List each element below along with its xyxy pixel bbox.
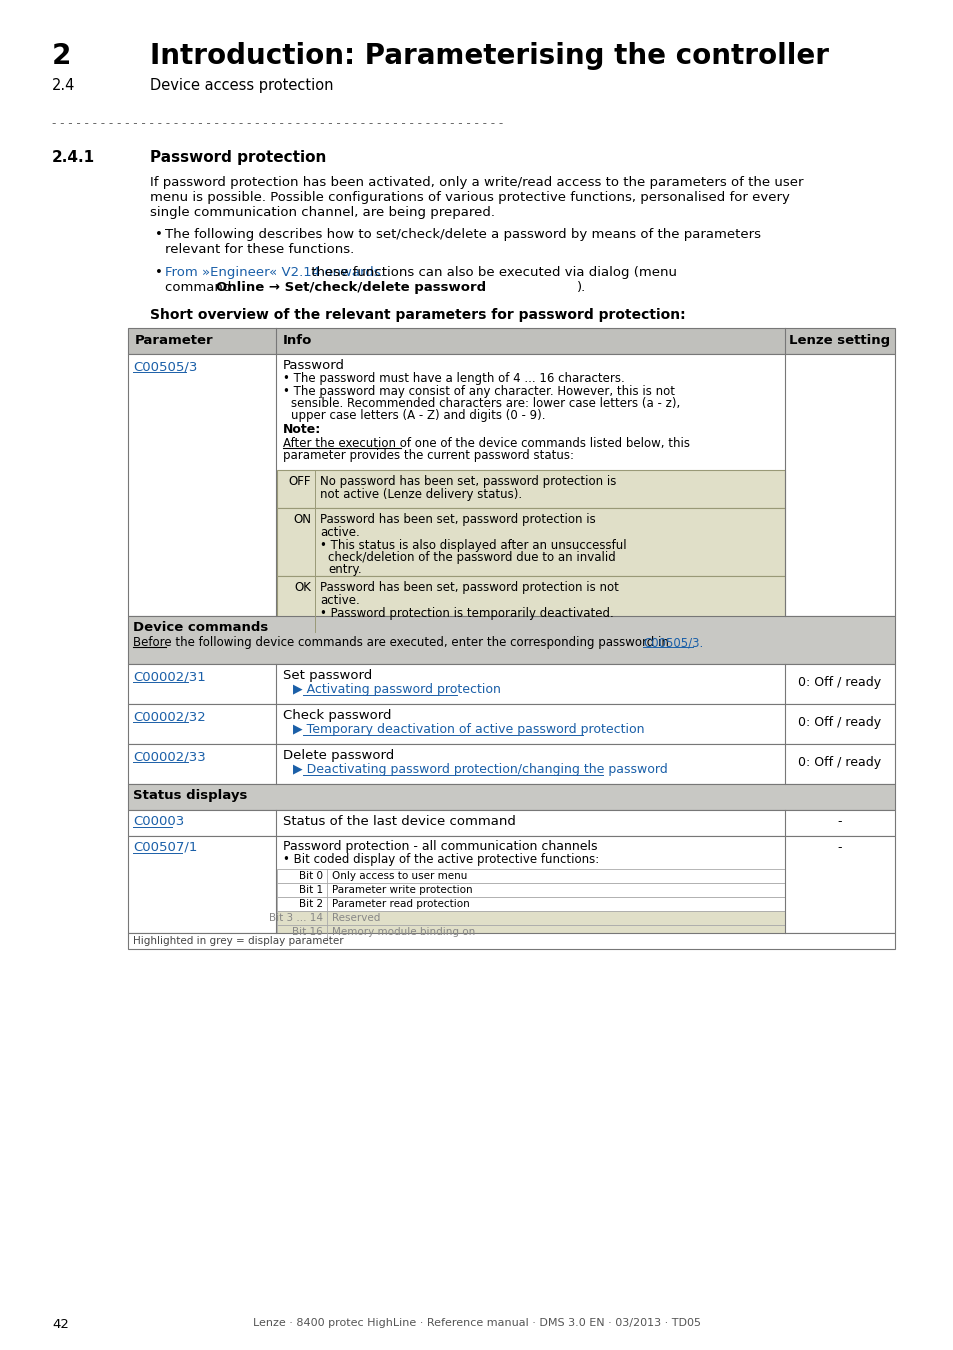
Text: • The password may consist of any character. However, this is not: • The password may consist of any charac… xyxy=(283,385,675,398)
Text: active.: active. xyxy=(319,594,359,608)
Text: ).: ). xyxy=(577,281,586,294)
Text: ▶ Deactivating password protection/changing the password: ▶ Deactivating password protection/chang… xyxy=(293,763,667,776)
Text: Bit 0: Bit 0 xyxy=(298,871,323,882)
Bar xyxy=(128,836,894,933)
Bar xyxy=(276,896,784,911)
Text: 0: Off / ready: 0: Off / ready xyxy=(798,716,881,729)
Bar xyxy=(128,744,894,784)
Text: C00003: C00003 xyxy=(132,815,184,828)
Bar xyxy=(128,810,894,836)
Text: •: • xyxy=(154,228,163,242)
Text: Online → Set/check/delete password: Online → Set/check/delete password xyxy=(215,281,486,294)
Text: Bit 1: Bit 1 xyxy=(298,886,323,895)
Text: C00002/33: C00002/33 xyxy=(132,751,206,763)
Text: Password protection - all communication channels: Password protection - all communication … xyxy=(283,840,597,853)
Text: C00507/1: C00507/1 xyxy=(132,841,197,855)
Text: Password: Password xyxy=(283,359,345,373)
Text: 2.4: 2.4 xyxy=(52,78,75,93)
Text: sensible. Recommended characters are: lower case letters (a - z),: sensible. Recommended characters are: lo… xyxy=(291,397,679,410)
Text: • Password protection is temporarily deactivated.: • Password protection is temporarily dea… xyxy=(319,608,613,620)
Text: Introduction: Parameterising the controller: Introduction: Parameterising the control… xyxy=(150,42,828,70)
Text: -: - xyxy=(837,815,841,828)
Text: Bit 3 ... 14: Bit 3 ... 14 xyxy=(269,913,323,923)
Bar xyxy=(128,616,894,664)
Text: active.: active. xyxy=(319,526,359,539)
Text: not active (Lenze delivery status).: not active (Lenze delivery status). xyxy=(319,487,521,501)
Text: Check password: Check password xyxy=(283,709,391,722)
Text: C00505/3.: C00505/3. xyxy=(642,636,702,649)
Text: Device access protection: Device access protection xyxy=(150,78,334,93)
Text: ON: ON xyxy=(293,513,311,526)
Text: single communication channel, are being prepared.: single communication channel, are being … xyxy=(150,207,495,219)
Text: • This status is also displayed after an unsuccessful: • This status is also displayed after an… xyxy=(319,539,626,552)
Bar xyxy=(276,576,784,632)
Text: Memory module binding on: Memory module binding on xyxy=(332,927,475,937)
Text: • Bit coded display of the active protective functions:: • Bit coded display of the active protec… xyxy=(283,853,598,865)
Bar xyxy=(128,703,894,744)
Text: - - - - - - - - - - - - - - - - - - - - - - - - - - - - - - - - - - - - - - - - : - - - - - - - - - - - - - - - - - - - - … xyxy=(52,117,503,130)
Bar xyxy=(276,883,784,896)
Text: Lenze setting: Lenze setting xyxy=(789,333,890,347)
Text: -: - xyxy=(837,841,841,855)
Text: Note:: Note: xyxy=(283,423,321,436)
Text: After the execution of one of the device commands listed below, this: After the execution of one of the device… xyxy=(283,437,689,450)
Text: Status of the last device command: Status of the last device command xyxy=(283,815,516,828)
Text: OK: OK xyxy=(294,580,311,594)
Text: Highlighted in grey = display parameter: Highlighted in grey = display parameter xyxy=(132,936,343,946)
Bar xyxy=(276,508,784,576)
Text: 2: 2 xyxy=(52,42,71,70)
Text: 42: 42 xyxy=(52,1318,69,1331)
Text: •: • xyxy=(154,266,163,279)
Bar xyxy=(128,664,894,703)
Text: Status displays: Status displays xyxy=(132,788,247,802)
Text: check/deletion of the password due to an invalid: check/deletion of the password due to an… xyxy=(328,551,615,564)
Text: The following describes how to set/check/delete a password by means of the param: The following describes how to set/check… xyxy=(165,228,760,242)
Text: Before the following device commands are executed, enter the corresponding passw: Before the following device commands are… xyxy=(132,636,672,649)
Text: Password has been set, password protection is: Password has been set, password protecti… xyxy=(319,513,595,526)
Text: If password protection has been activated, only a write/read access to the param: If password protection has been activate… xyxy=(150,176,802,189)
Text: relevant for these functions.: relevant for these functions. xyxy=(165,243,354,256)
Text: 2.4.1: 2.4.1 xyxy=(52,150,95,165)
Bar xyxy=(128,933,894,949)
Bar xyxy=(128,328,894,354)
Text: these functions can also be executed via dialog (menu: these functions can also be executed via… xyxy=(307,266,677,279)
Text: upper case letters (A - Z) and digits (0 - 9).: upper case letters (A - Z) and digits (0… xyxy=(291,409,545,423)
Text: No password has been set, password protection is: No password has been set, password prote… xyxy=(319,475,616,487)
Bar xyxy=(276,869,784,883)
Text: Parameter: Parameter xyxy=(135,333,213,347)
Text: From »Engineer« V2.14 onwards.: From »Engineer« V2.14 onwards. xyxy=(165,266,384,279)
Text: Password protection: Password protection xyxy=(150,150,326,165)
Bar xyxy=(128,354,894,616)
Text: Info: Info xyxy=(283,333,312,347)
Text: ▶ Activating password protection: ▶ Activating password protection xyxy=(293,683,500,697)
Text: ▶ Temporary deactivation of active password protection: ▶ Temporary deactivation of active passw… xyxy=(293,724,644,736)
Text: C00002/31: C00002/31 xyxy=(132,670,206,683)
Text: • The password must have a length of 4 ... 16 characters.: • The password must have a length of 4 .… xyxy=(283,373,624,385)
Text: Reserved: Reserved xyxy=(332,913,380,923)
Bar xyxy=(276,925,784,940)
Text: 0: Off / ready: 0: Off / ready xyxy=(798,756,881,770)
Text: Parameter write protection: Parameter write protection xyxy=(332,886,472,895)
Text: command: command xyxy=(165,281,235,294)
Text: Bit 16: Bit 16 xyxy=(292,927,323,937)
Bar xyxy=(276,911,784,925)
Text: C00505/3: C00505/3 xyxy=(132,360,197,373)
Text: 0: Off / ready: 0: Off / ready xyxy=(798,676,881,688)
Text: Password has been set, password protection is not: Password has been set, password protecti… xyxy=(319,580,618,594)
Text: Device commands: Device commands xyxy=(132,621,268,634)
Text: C00002/32: C00002/32 xyxy=(132,710,206,724)
Text: parameter provides the current password status:: parameter provides the current password … xyxy=(283,450,574,462)
Text: Short overview of the relevant parameters for password protection:: Short overview of the relevant parameter… xyxy=(150,308,685,323)
Text: Parameter read protection: Parameter read protection xyxy=(332,899,469,909)
Bar xyxy=(128,784,894,810)
Text: entry.: entry. xyxy=(328,563,361,576)
Text: Lenze · 8400 protec HighLine · Reference manual · DMS 3.0 EN · 03/2013 · TD05: Lenze · 8400 protec HighLine · Reference… xyxy=(253,1318,700,1328)
Text: OFF: OFF xyxy=(288,475,311,487)
Text: Only access to user menu: Only access to user menu xyxy=(332,871,467,882)
Text: Set password: Set password xyxy=(283,670,372,682)
Text: Delete password: Delete password xyxy=(283,749,394,761)
Text: menu is possible. Possible configurations of various protective functions, perso: menu is possible. Possible configuration… xyxy=(150,190,789,204)
Bar xyxy=(276,470,784,508)
Text: Bit 2: Bit 2 xyxy=(298,899,323,909)
